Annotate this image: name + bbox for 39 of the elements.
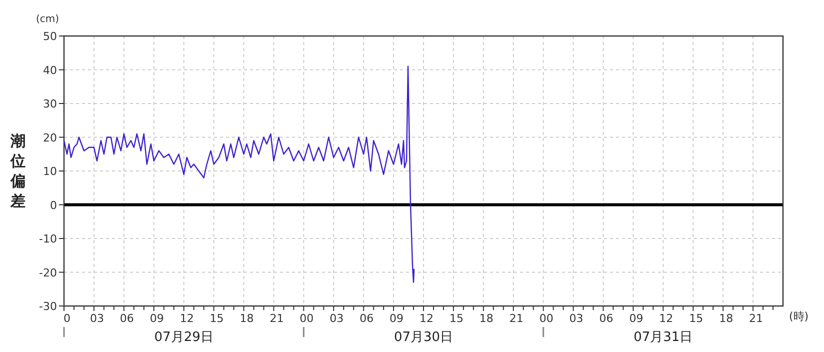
x-tick-label: 21 — [749, 312, 764, 325]
y-tick-label: 40 — [43, 64, 57, 77]
text: (cm) — [36, 14, 60, 25]
x-tick-label: 18 — [240, 312, 254, 325]
x-tick-label: 12 — [420, 312, 434, 325]
y-axis-title: 潮位偏差 — [10, 132, 26, 210]
x-tick-label: 09 — [390, 312, 404, 325]
x-tick-label: 09 — [150, 312, 164, 325]
x-tick-label: 09 — [629, 312, 644, 325]
x-tick-label: 15 — [449, 312, 464, 325]
y-tick-label: 50 — [43, 30, 57, 43]
x-tick-label: 06 — [360, 312, 374, 325]
y-tick-label: 0 — [50, 198, 57, 212]
x-tick-label: 15 — [689, 312, 704, 325]
y-tick-label: -20 — [39, 266, 57, 280]
x-axis-title: (時) — [789, 310, 809, 323]
y-tick-label: -30 — [39, 300, 57, 313]
text: 07月31日 — [634, 330, 693, 345]
x-tick-label: 15 — [210, 312, 224, 325]
x-tick-label: 03 — [569, 312, 584, 325]
x-tick-label: 03 — [90, 312, 104, 325]
y-tick-label: -10 — [39, 232, 57, 246]
text: 07月29日 — [154, 330, 214, 345]
y-tick-label: 20 — [43, 131, 57, 144]
x-tick-label: 21 — [270, 312, 284, 325]
x-tick-label: 12 — [659, 312, 674, 325]
x-tick-label: 21 — [509, 312, 524, 325]
x-tick-label: 0 — [64, 312, 70, 325]
x-tick-label: 03 — [330, 312, 344, 325]
x-tick-label: 12 — [180, 312, 194, 325]
y-tick-label: 30 — [43, 98, 57, 110]
x-tick-label: 18 — [479, 312, 494, 325]
x-tick-label: 00 — [300, 312, 314, 325]
x-tick-label: 06 — [120, 312, 134, 325]
x-tick-label: 00 — [539, 312, 554, 325]
text: 07月30日 — [394, 330, 454, 345]
x-tick-label: 18 — [719, 312, 734, 325]
y-tick-label: 10 — [43, 165, 57, 178]
x-tick-label: 06 — [599, 312, 614, 325]
